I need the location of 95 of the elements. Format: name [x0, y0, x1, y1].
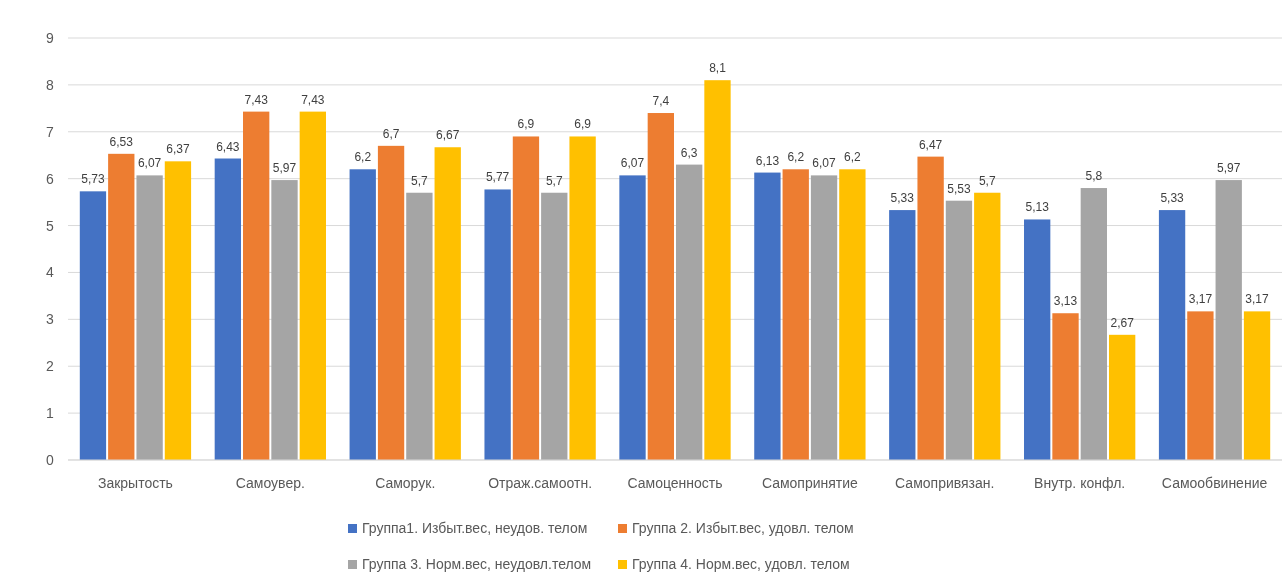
data-label: 5,13	[1025, 200, 1050, 215]
bar	[541, 192, 568, 460]
bar	[569, 136, 596, 460]
data-label: 6,7	[382, 126, 400, 141]
x-tick-label: Самоувер.	[235, 475, 305, 491]
data-label: 5,53	[947, 181, 971, 196]
data-label: 5,97	[272, 161, 297, 176]
data-label: 6,9	[574, 117, 592, 132]
bar	[619, 175, 646, 460]
legend-label: Группа 2. Избыт.вес, удовл. телом	[632, 520, 854, 536]
bar	[782, 169, 809, 460]
data-label: 3,17	[1188, 292, 1213, 307]
data-label: 3,17	[1245, 292, 1270, 307]
data-label: 6,47	[918, 137, 943, 152]
bar	[1215, 180, 1242, 460]
data-label: 6,13	[755, 153, 780, 168]
bar	[1108, 334, 1136, 460]
data-label: 6,37	[166, 142, 190, 157]
bar	[1052, 313, 1079, 460]
y-tick-label: 3	[46, 311, 55, 328]
bar	[406, 192, 433, 460]
data-label: 5,7	[411, 173, 429, 188]
data-label: 5,7	[545, 173, 563, 188]
bar	[214, 158, 242, 460]
y-tick-label: 4	[46, 264, 55, 281]
bar	[1024, 219, 1051, 460]
bar	[754, 172, 781, 460]
x-tick-label: Внутр. конфл.	[1034, 475, 1126, 491]
data-label: 8,1	[709, 61, 727, 76]
bar	[839, 169, 866, 460]
bar	[1158, 210, 1186, 460]
x-tick-label: Самоценность	[627, 475, 723, 491]
data-label: 6,9	[517, 117, 535, 132]
bar	[484, 189, 511, 460]
data-label: 6,07	[812, 156, 837, 171]
data-label: 6,3	[680, 145, 698, 160]
data-label: 6,53	[109, 134, 134, 149]
bar	[164, 161, 192, 460]
bar	[647, 113, 674, 460]
bar	[1243, 311, 1271, 460]
data-label: 6,43	[216, 139, 240, 154]
bar	[243, 111, 270, 460]
x-tick-label: Самопривязан.	[895, 475, 995, 491]
y-tick-label: 5	[46, 217, 55, 234]
y-tick-label: 9	[46, 30, 55, 46]
data-label: 6,07	[137, 156, 162, 171]
bar	[704, 80, 731, 460]
bar	[108, 153, 135, 460]
data-label: 5,73	[81, 172, 105, 187]
y-tick-label: 2	[46, 358, 55, 375]
data-label: 7,43	[301, 92, 325, 107]
y-tick-label: 1	[46, 405, 55, 422]
y-tick-label: 0	[46, 452, 55, 468]
x-tick-label: Отраж.самоотн.	[488, 475, 593, 491]
bar	[299, 111, 326, 460]
y-tick-label: 8	[46, 76, 55, 93]
bar	[810, 175, 838, 460]
data-label: 3,13	[1053, 294, 1078, 309]
data-label: 5,97	[1217, 161, 1241, 176]
data-label: 6,07	[620, 156, 645, 171]
bar	[434, 147, 461, 460]
data-label: 5,77	[485, 170, 510, 185]
data-label: 5,7	[978, 173, 996, 188]
bar	[349, 169, 376, 460]
data-label: 2,67	[1110, 315, 1135, 330]
bar	[917, 156, 944, 460]
legend-label: Группа 3. Норм.вес, неудовл.телом	[362, 556, 592, 572]
data-label: 6,67	[436, 128, 460, 143]
data-label: 7,43	[244, 92, 269, 107]
bar	[1187, 311, 1214, 460]
bar	[377, 145, 405, 460]
y-tick-label: 7	[46, 123, 55, 140]
bar	[79, 191, 107, 460]
bar	[676, 164, 703, 460]
data-label: 7,4	[652, 94, 670, 109]
data-label: 5,33	[1160, 191, 1185, 206]
x-tick-label: Самообвинение	[1161, 475, 1268, 491]
data-label: 6,2	[844, 150, 862, 165]
legend-label: Группа 4. Норм.вес, удовл. телом	[632, 556, 850, 572]
data-label: 5,33	[890, 191, 915, 206]
y-tick-label: 6	[46, 170, 55, 187]
bar	[889, 210, 916, 460]
bar	[945, 200, 973, 460]
legend-label: Группа1. Избыт.вес, неудов. телом	[362, 520, 588, 536]
data-label: 6,2	[354, 150, 372, 165]
bar	[136, 175, 163, 460]
bar	[271, 180, 298, 460]
x-tick-label: Закрытость	[97, 475, 173, 491]
data-label: 5,8	[1085, 169, 1103, 184]
x-tick-label: Саморук.	[375, 475, 436, 491]
bar	[1080, 188, 1107, 460]
x-tick-label: Самопринятие	[761, 475, 859, 491]
bar	[512, 136, 540, 460]
data-label: 6,2	[787, 150, 805, 165]
bar	[974, 192, 1001, 460]
